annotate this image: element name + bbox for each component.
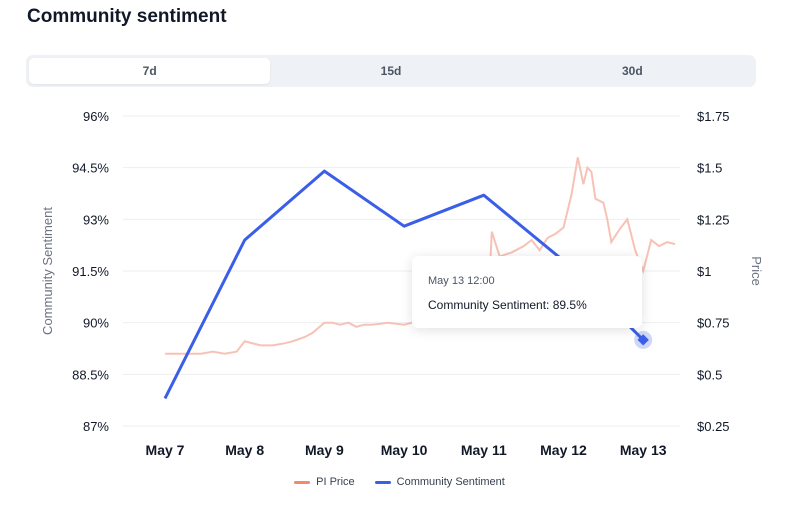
chart-legend: PI Price Community Sentiment: [0, 476, 799, 488]
legend-item-sentiment[interactable]: Community Sentiment: [374, 476, 505, 488]
left-tick-label: 96%: [83, 109, 109, 124]
chart-tooltip: May 13 12:00 Community Sentiment: 89.5%: [412, 256, 642, 328]
legend-swatch-price: [294, 480, 311, 484]
left-tick-label: 91.5%: [72, 264, 109, 279]
tooltip-value: Community Sentiment: 89.5%: [428, 298, 587, 312]
left-tick-label: 93%: [83, 212, 109, 227]
x-tick-label: May 10: [381, 442, 428, 458]
legend-item-price[interactable]: PI Price: [294, 476, 355, 488]
x-tick-label: May 9: [305, 442, 344, 458]
right-tick-label: $1.25: [697, 212, 730, 227]
x-tick-label: May 7: [146, 442, 185, 458]
x-tick-label: May 11: [461, 442, 507, 458]
right-axis-ticks: $0.25 $0.5 $0.75 $1 $1.25 $1.5 $1.75: [697, 109, 730, 434]
hover-marker: [634, 330, 653, 349]
sentiment-chart: 87%88.5%90%91.5%93%94.5%96% $0.25$0.5$0.…: [40, 109, 764, 458]
tab-7d[interactable]: 7d: [29, 58, 271, 84]
tooltip-time: May 13 12:00: [428, 275, 495, 287]
legend-label-price: PI Price: [316, 476, 355, 488]
x-tick-label: May 13: [620, 442, 667, 458]
hover-marker-point: [637, 334, 649, 346]
right-tick-label: $1: [697, 264, 711, 279]
right-tick-label: $0.5: [697, 367, 722, 382]
left-axis-label: Community Sentiment: [40, 207, 55, 335]
left-tick-label: 87%: [83, 419, 109, 434]
left-axis-ticks: 87% 88.5% 90% 91.5% 93% 94.5% 96%: [72, 109, 109, 434]
right-tick-label: $0.75: [697, 316, 730, 331]
right-axis-label: Price: [749, 256, 764, 286]
range-tabs: 7d 15d 30d: [26, 55, 756, 87]
right-tick-label: $1.5: [697, 161, 722, 176]
right-tick-label: $1.75: [697, 109, 730, 124]
x-tick-label: May 8: [225, 442, 264, 458]
x-axis-ticks: May 7 May 8 May 9 May 10 May 11 May 12 May 13: [146, 442, 667, 458]
page-title: Community sentiment: [27, 6, 227, 27]
right-tick-label: $0.25: [697, 419, 730, 434]
x-tick-label: May 12: [540, 442, 587, 458]
left-tick-label: 94.5%: [72, 161, 109, 176]
left-tick-label: 88.5%: [72, 367, 109, 382]
legend-label-sentiment: Community Sentiment: [396, 476, 505, 488]
tab-30d[interactable]: 30d: [621, 64, 643, 78]
tab-15d[interactable]: 15d: [380, 64, 402, 78]
left-tick-label: 90%: [83, 316, 109, 331]
legend-swatch-sentiment: [374, 480, 391, 484]
